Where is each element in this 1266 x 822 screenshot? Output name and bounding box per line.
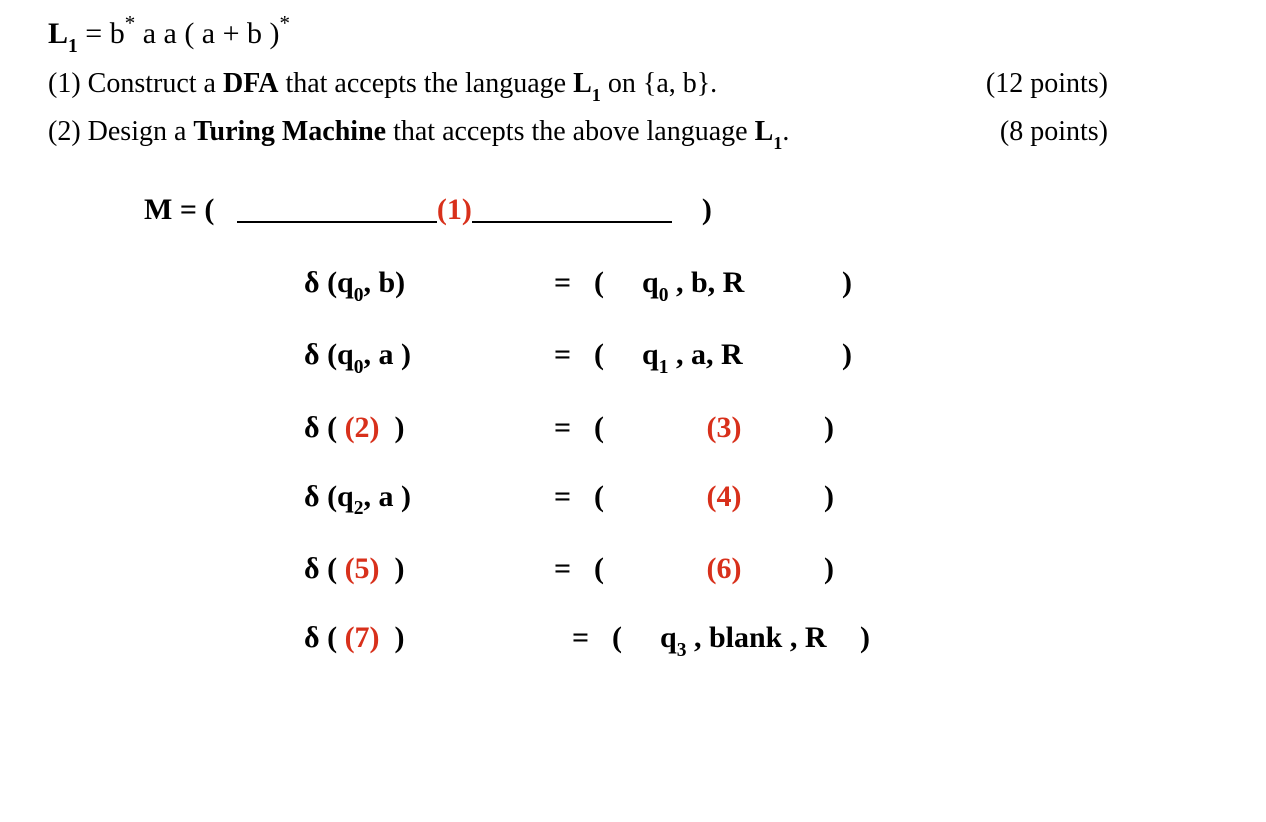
eq-sign: =	[78, 17, 110, 50]
transition-left: δ (q0, a )	[304, 332, 554, 380]
tuple-blank-marker: (1)	[437, 193, 472, 226]
prompt-2-text: (2) Design a Turing Machine that accepts…	[48, 111, 789, 155]
transition-left: δ (q0, b)	[304, 260, 554, 308]
transition-row: δ (q2, a )=((4))	[304, 474, 1218, 522]
prompt-1-points: (12 points)	[986, 63, 1108, 105]
transition-right: ((6))	[594, 546, 874, 591]
rhs-part0: b*	[110, 17, 136, 50]
transition-eq: =	[554, 405, 594, 450]
prompt-1-row: (1) Construct a DFA that accepts the lan…	[48, 63, 1108, 107]
prompt-1-text: (1) Construct a DFA that accepts the lan…	[48, 63, 717, 107]
transition-left: δ (q2, a )	[304, 474, 554, 522]
transition-row: δ ( (2) )=((3))	[304, 405, 1218, 450]
tuple-blank-right	[472, 191, 672, 223]
transition-row: δ (q0, a )=(q1 , a, R)	[304, 332, 1218, 380]
lhs-L: L	[48, 17, 68, 50]
transition-right: (q1 , a, R)	[594, 332, 874, 380]
transition-eq: =	[554, 546, 594, 591]
prompt-2-points: (8 points)	[1000, 111, 1108, 153]
tm-block: M = ( (1) ) δ (q0, b)=(q0 , b, R)δ (q0, …	[144, 187, 1218, 663]
transition-row: δ ( (7) ) =(q3 , blank , R)	[304, 615, 1218, 663]
transition-left: δ ( (5) )	[304, 546, 554, 591]
language-definition: L1 = b* a a ( a + b )*	[48, 10, 1218, 59]
transition-right: ((3))	[594, 405, 874, 450]
transition-left: δ ( (2) )	[304, 405, 554, 450]
page: L1 = b* a a ( a + b )* (1) Construct a D…	[0, 0, 1266, 822]
transition-eq: =	[554, 474, 594, 519]
transition-eq: =	[554, 260, 594, 305]
transition-right: (q3 , blank , R)	[612, 615, 892, 663]
tuple-blank-left	[237, 191, 437, 223]
transition-left: δ ( (7) )	[304, 615, 554, 660]
rhs-part1: a a ( a + b )*	[135, 17, 290, 50]
transition-row: δ (q0, b)=(q0 , b, R)	[304, 260, 1218, 308]
lhs-sub: 1	[68, 36, 78, 57]
transition-table: δ (q0, b)=(q0 , b, R)δ (q0, a )=(q1 , a,…	[304, 260, 1218, 663]
transition-right: (q0 , b, R)	[594, 260, 874, 308]
transition-row: δ ( (5) )=((6))	[304, 546, 1218, 591]
transition-right: ((4))	[594, 474, 874, 519]
m-tuple-line: M = ( (1) )	[144, 187, 1218, 232]
transition-eq: =	[554, 332, 594, 377]
transition-eq: =	[572, 615, 612, 660]
prompt-2-row: (2) Design a Turing Machine that accepts…	[48, 111, 1108, 155]
